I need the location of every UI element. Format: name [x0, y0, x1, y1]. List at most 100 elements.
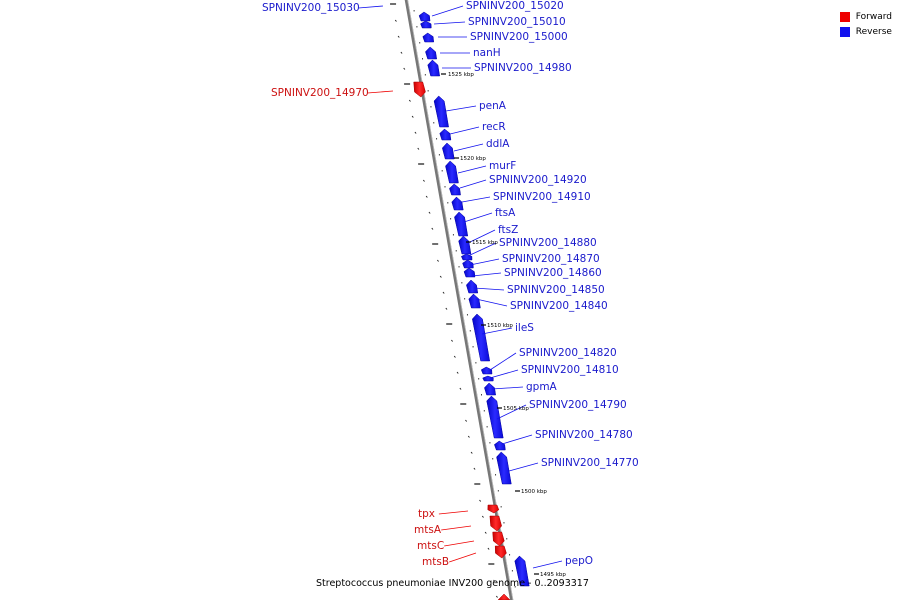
gene-label-iles[interactable]: ileS: [515, 322, 534, 334]
gene-label-ddla[interactable]: ddlA: [486, 138, 510, 150]
gene-feature-pena[interactable]: [433, 95, 449, 128]
gene-feature-tpx[interactable]: [487, 504, 500, 514]
gene-leader-line: [501, 434, 533, 445]
scale-ticks: [390, 3, 516, 598]
gene-label-spninv200_14860[interactable]: SPNINV200_14860: [504, 267, 602, 279]
scale-tick: [428, 211, 431, 214]
legend-reverse-label: Reverse: [855, 26, 892, 37]
gene-label-spninv200_14980[interactable]: SPNINV200_14980: [474, 62, 572, 74]
gene-label-mtsb[interactable]: mtsB: [422, 556, 449, 568]
scale-tick: [408, 99, 411, 102]
gene-leader-line: [496, 404, 527, 420]
gene-feature-spninv200_14780[interactable]: [494, 440, 506, 451]
scale-tick: [394, 19, 397, 22]
scale-tick: [467, 435, 470, 438]
gene-labels: SPNINV200_15030 SPNINV200_15020 SPNINV200_…: [262, 0, 639, 569]
gene-label-spninv200_14780[interactable]: SPNINV200_14780: [535, 429, 633, 441]
scale-tick: [493, 579, 496, 582]
gene-feature-spninv200_14980[interactable]: [427, 59, 440, 77]
scale-tick: [465, 419, 468, 422]
gene-feature-mtsa[interactable]: [489, 515, 502, 532]
gene-label-spninv200_14970[interactable]: SPNINV200_14970: [271, 87, 369, 99]
reverse-swatch-icon: [839, 26, 850, 37]
gene-label-spninv200_14850[interactable]: SPNINV200_14850: [507, 284, 605, 296]
gene-label-spninv200_14880[interactable]: SPNINV200_14880: [499, 237, 597, 249]
gene-label-spninv200_14820[interactable]: SPNINV200_14820: [519, 347, 617, 359]
gene-label-ftsz[interactable]: ftsZ: [498, 224, 518, 236]
gene-feature-offscreen: [497, 593, 511, 600]
gene-feature-iles[interactable]: [472, 313, 491, 362]
gene-label-gpma[interactable]: gpmA: [526, 381, 558, 393]
gene-feature-murf[interactable]: [445, 160, 459, 184]
gene-leader-line: [441, 525, 472, 531]
kbp-markers: 1525 kbp 1520 kbp 1515 kbp 1510 kbp 1505 kbp…: [441, 72, 566, 578]
gene-label-mtsc[interactable]: mtsC: [417, 540, 444, 552]
scale-tick: [425, 195, 428, 198]
gene-feature-ftsa[interactable]: [454, 211, 469, 237]
gene-label-recr[interactable]: recR: [482, 121, 506, 133]
gene-feature-spninv200_14970[interactable]: [413, 81, 426, 98]
legend-item-forward: Forward: [839, 9, 892, 24]
gene-label-mtsa[interactable]: mtsA: [414, 524, 442, 536]
gene-label-spninv200_15000[interactable]: SPNINV200_15000: [470, 31, 568, 43]
gene-feature-spninv200_15010[interactable]: [420, 20, 432, 29]
scale-tick: [400, 51, 403, 54]
gene-leader-line: [463, 212, 493, 223]
gene-leader-line: [438, 510, 469, 515]
gene-label-spninv200_15010[interactable]: SPNINV200_15010: [468, 16, 566, 28]
scale-tick: [451, 339, 454, 342]
gene-feature-spninv200_14910[interactable]: [451, 196, 464, 211]
gene-leader-line: [532, 560, 563, 569]
gene-feature-spninv200_14840[interactable]: [468, 293, 481, 309]
gene-feature-spninv200_14850[interactable]: [466, 279, 479, 294]
gene-feature-ddla[interactable]: [442, 142, 455, 160]
genome-caption: Streptococcus pneumoniae INV200 genome -…: [316, 578, 589, 589]
scale-tick: [456, 371, 459, 374]
gene-feature-spninv200_14790[interactable]: [486, 395, 504, 439]
gene-leader-line: [467, 229, 496, 244]
gene-label-murf[interactable]: murF: [489, 160, 516, 172]
scale-tick: [459, 387, 462, 390]
gene-leader-line: [469, 258, 500, 266]
gene-label-spninv200_15030[interactable]: SPNINV200_15030: [262, 2, 360, 14]
gene-feature-spninv200_15020[interactable]: [418, 11, 431, 22]
gene-feature-spninv200_14820[interactable]: [480, 366, 493, 375]
gene-feature-nanh[interactable]: [425, 46, 437, 60]
gene-leader-line: [508, 462, 539, 472]
gene-feature-spninv200_14870[interactable]: [462, 259, 474, 269]
gene-leader-line: [367, 90, 394, 94]
gene-feature-spninv200_14770[interactable]: [496, 451, 512, 485]
scale-tick: [470, 451, 473, 454]
gene-label-spninv200_14810[interactable]: SPNINV200_14810: [521, 364, 619, 376]
gene-leader-line: [431, 5, 464, 17]
gene-label-pena[interactable]: penA: [479, 100, 507, 112]
gene-feature-ftsz[interactable]: [458, 235, 472, 255]
kbp-label: 1520 kbp: [460, 156, 486, 162]
gene-feature-spninv200_14920[interactable]: [449, 183, 461, 196]
legend: Forward Reverse: [839, 9, 892, 39]
gene-leader-line: [433, 21, 466, 25]
gene-label-spninv200_14910[interactable]: SPNINV200_14910: [493, 191, 591, 203]
gene-label-ftsa[interactable]: ftsA: [495, 207, 516, 219]
scale-tick: [453, 355, 456, 358]
gene-label-spninv200_14770[interactable]: SPNINV200_14770: [541, 457, 639, 469]
gene-feature-recr[interactable]: [439, 128, 452, 141]
gene-feature-spninv200_15000[interactable]: [422, 32, 435, 43]
gene-label-spninv200_15020[interactable]: SPNINV200_15020: [466, 0, 564, 12]
gene-label-spninv200_14920[interactable]: SPNINV200_14920: [489, 174, 587, 186]
scale-tick: [411, 115, 414, 118]
gene-label-spninv200_14870[interactable]: SPNINV200_14870: [502, 253, 600, 265]
gene-label-pepo[interactable]: pepO: [565, 555, 593, 567]
gene-leader-line: [459, 179, 487, 189]
gene-feature-spninv200_14810[interactable]: [482, 375, 494, 382]
gene-feature-mtsc[interactable]: [492, 531, 505, 547]
gene-label-spninv200_14790[interactable]: SPNINV200_14790: [529, 399, 627, 411]
gene-feature-pepo[interactable]: [514, 555, 530, 587]
gene-feature-gpma[interactable]: [484, 382, 496, 396]
scale-tick: [473, 467, 476, 470]
gene-label-nanh[interactable]: nanH: [473, 47, 501, 59]
gene-feature-mtsb[interactable]: [494, 545, 507, 559]
gene-label-tpx[interactable]: tpx: [418, 508, 435, 520]
gene-feature-spninv200_14860[interactable]: [463, 267, 476, 278]
gene-label-spninv200_14840[interactable]: SPNINV200_14840: [510, 300, 608, 312]
